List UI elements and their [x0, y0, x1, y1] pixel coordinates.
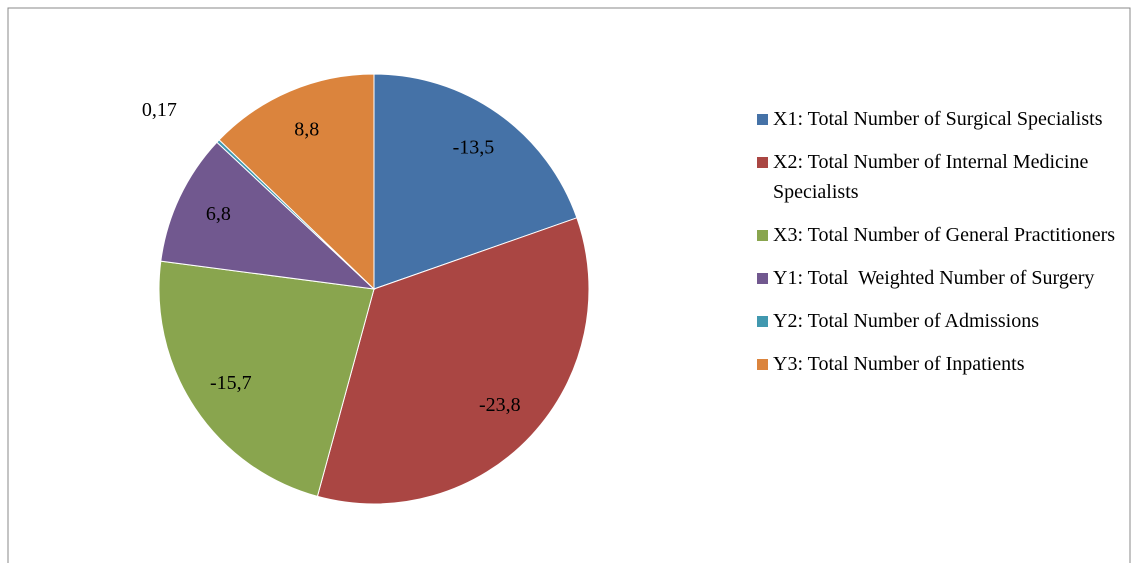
- chart-frame: [7, 7, 1131, 563]
- legend-key: [757, 359, 768, 370]
- data-label: -23,8: [479, 394, 521, 416]
- legend-label: Y2: Total Number of Admissions: [773, 310, 1040, 332]
- legend-key: [757, 114, 768, 125]
- pie-slice: [160, 141, 376, 290]
- pie-slice: [158, 260, 375, 498]
- legend-label: Y3: Total Number of Inpatients: [773, 353, 1025, 375]
- data-label: 0,17: [142, 99, 177, 121]
- legend-key: [757, 273, 768, 284]
- pie-slice: [218, 73, 375, 291]
- pie-slice: [316, 217, 590, 505]
- data-label: -15,7: [210, 372, 252, 394]
- legend-label: Y1: Total Weighted Number of Surgery: [773, 267, 1095, 289]
- legend-key: [757, 230, 768, 241]
- legend-label: X1: Total Number of Surgical Specialists: [773, 108, 1103, 130]
- legend-entry: X2: Total Number of Internal Medicine Sp…: [757, 147, 1127, 207]
- legend-entry: X1: Total Number of Surgical Specialists: [757, 104, 1127, 134]
- legend-entry: Y1: Total Weighted Number of Surgery: [757, 263, 1127, 293]
- data-label: -13,5: [453, 136, 495, 158]
- data-label: 6,8: [206, 203, 231, 225]
- legend-entry: X3: Total Number of General Practitioner…: [757, 220, 1127, 250]
- legend-key: [757, 157, 768, 168]
- data-label: 8,8: [294, 118, 319, 140]
- legend-entry: Y3: Total Number of Inpatients: [757, 349, 1127, 379]
- legend-label: X3: Total Number of General Practitioner…: [773, 224, 1116, 246]
- legend-entry: Y2: Total Number of Admissions: [757, 306, 1127, 336]
- legend-label: X2: Total Number of Internal Medicine Sp…: [773, 151, 1094, 203]
- legend-key: [757, 316, 768, 327]
- legend: X1: Total Number of Surgical Specialists…: [757, 104, 1127, 379]
